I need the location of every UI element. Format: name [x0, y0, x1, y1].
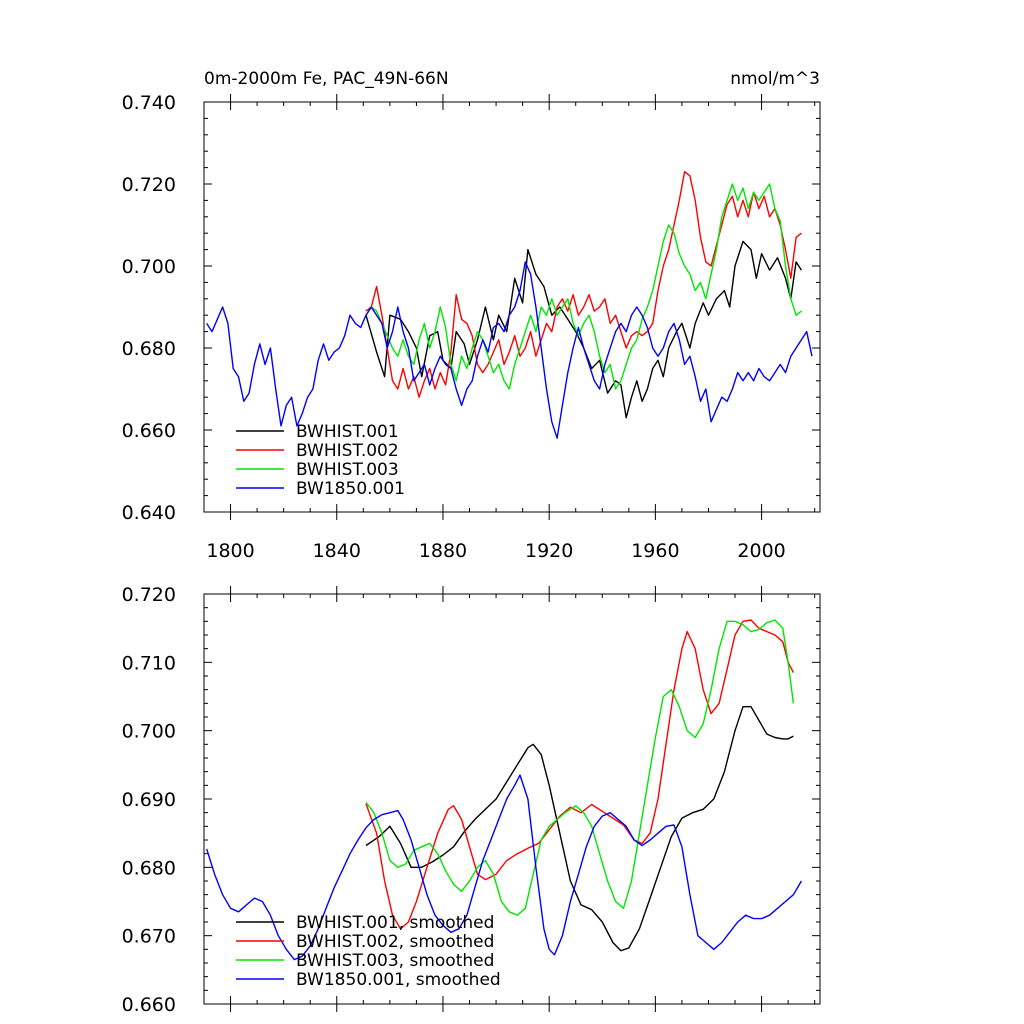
top-series-lines [206, 171, 813, 439]
top-x-tick-label: 1880 [419, 540, 467, 562]
top-chart-title: 0m-2000m Fe, PAC_49N-66N [204, 69, 449, 89]
bottom-y-tick-label: 0.720 [122, 584, 176, 606]
top-series-line-2 [365, 171, 802, 398]
bottom-legend-label-2: BWHIST.002, smoothed [296, 932, 494, 952]
top-x-axis: 1800 1840 1880 1920 1960 2000 [206, 94, 816, 562]
top-plot-frame [203, 101, 821, 513]
top-x-tick-label: 1800 [206, 540, 254, 562]
bottom-legend-label-3: BWHIST.003, smoothed [296, 951, 494, 971]
top-y-tick-label: 0.720 [122, 174, 176, 196]
top-y-tick-label: 0.700 [122, 256, 176, 278]
bottom-y-tick-label: 0.710 [122, 652, 176, 674]
bottom-legend-label-1: BWHIST.001, smoothed [296, 913, 494, 933]
top-x-tick-label: 1840 [313, 540, 361, 562]
bottom-y-tick-label: 0.690 [122, 789, 176, 811]
bottom-legend-label-4: BW1850.001, smoothed [296, 970, 501, 990]
top-y-tick-label: 0.640 [122, 502, 176, 524]
top-series-line-3 [365, 183, 802, 390]
top-y-tick-label: 0.740 [122, 92, 176, 114]
top-y-axis: 0.640 0.660 0.680 0.700 0.720 0.740 [122, 92, 820, 524]
bottom-series-line-1 [365, 706, 794, 952]
top-x-tick-label: 1920 [525, 540, 573, 562]
top-x-tick-label: 1960 [631, 540, 679, 562]
top-legend-label-2: BWHIST.002 [296, 441, 399, 461]
bottom-chart: 0.660 0.670 0.680 0.690 0.700 0.710 0.720 BWHI… [122, 584, 821, 1016]
bottom-series-line-2 [365, 619, 795, 930]
top-legend-label-3: BWHIST.003 [296, 460, 399, 480]
bottom-y-tick-label: 0.670 [122, 926, 176, 948]
bottom-series-lines [206, 619, 803, 961]
bottom-y-axis: 0.660 0.670 0.680 0.690 0.700 0.710 0.720 [122, 584, 820, 1016]
bottom-series-line-4 [206, 774, 803, 961]
bottom-y-tick-label: 0.680 [122, 857, 176, 879]
top-x-tick-label: 2000 [737, 540, 785, 562]
bottom-x-axis [230, 586, 816, 1012]
top-legend-label-1: BWHIST.001 [296, 422, 399, 442]
bottom-series-line-3 [365, 619, 795, 916]
top-chart-units: nmol/m^3 [730, 69, 820, 89]
bottom-y-tick-label: 0.700 [122, 721, 176, 743]
top-chart: 0m-2000m Fe, PAC_49N-66N nmol/m^3 0.6400… [122, 69, 821, 562]
top-series-line-1 [365, 240, 802, 419]
top-y-tick-label: 0.660 [122, 420, 176, 442]
top-series-line-4 [206, 261, 813, 439]
top-y-tick-label: 0.680 [122, 338, 176, 360]
bottom-y-tick-label: 0.660 [122, 994, 176, 1016]
top-legend-label-4: BW1850.001 [296, 479, 405, 499]
